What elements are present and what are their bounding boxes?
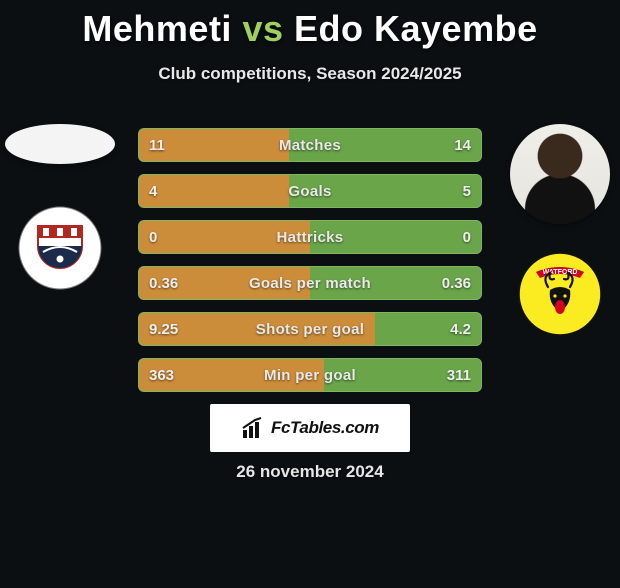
comparison-title: Mehmeti vs Edo Kayembe: [0, 8, 620, 50]
branding-box: FcTables.com: [210, 404, 410, 452]
player2-photo: [510, 124, 610, 224]
player1-club-badge: [18, 206, 102, 290]
player1-photo-placeholder: [5, 124, 115, 164]
stat-row: 0.360.36Goals per match: [138, 266, 482, 300]
stat-row: 00Hattricks: [138, 220, 482, 254]
bristol-city-badge-icon: [18, 206, 102, 290]
player1-name: Mehmeti: [82, 8, 232, 49]
stat-row: 1114Matches: [138, 128, 482, 162]
left-column: [10, 124, 110, 290]
watford-badge-icon: WATFORD: [518, 252, 602, 336]
player2-name: Edo Kayembe: [294, 8, 538, 49]
stat-label: Matches: [139, 129, 481, 161]
stat-label: Goals per match: [139, 267, 481, 299]
player2-club-badge: WATFORD: [518, 252, 602, 336]
stat-row: 9.254.2Shots per goal: [138, 312, 482, 346]
stat-label: Hattricks: [139, 221, 481, 253]
stat-label: Shots per goal: [139, 313, 481, 345]
fctables-logo-icon: [241, 416, 265, 440]
stat-label: Goals: [139, 175, 481, 207]
stat-label: Min per goal: [139, 359, 481, 391]
branding-text: FcTables.com: [271, 418, 379, 438]
stats-list: 1114Matches 45Goals 00Hattricks 0.360.36Goa…: [138, 128, 482, 392]
stat-row: 45Goals: [138, 174, 482, 208]
right-column: WATFORD: [510, 124, 610, 336]
vs-connector: vs: [242, 8, 283, 49]
stat-row: 363311Min per goal: [138, 358, 482, 392]
date-text: 26 november 2024: [0, 462, 620, 482]
subtitle: Club competitions, Season 2024/2025: [0, 64, 620, 84]
